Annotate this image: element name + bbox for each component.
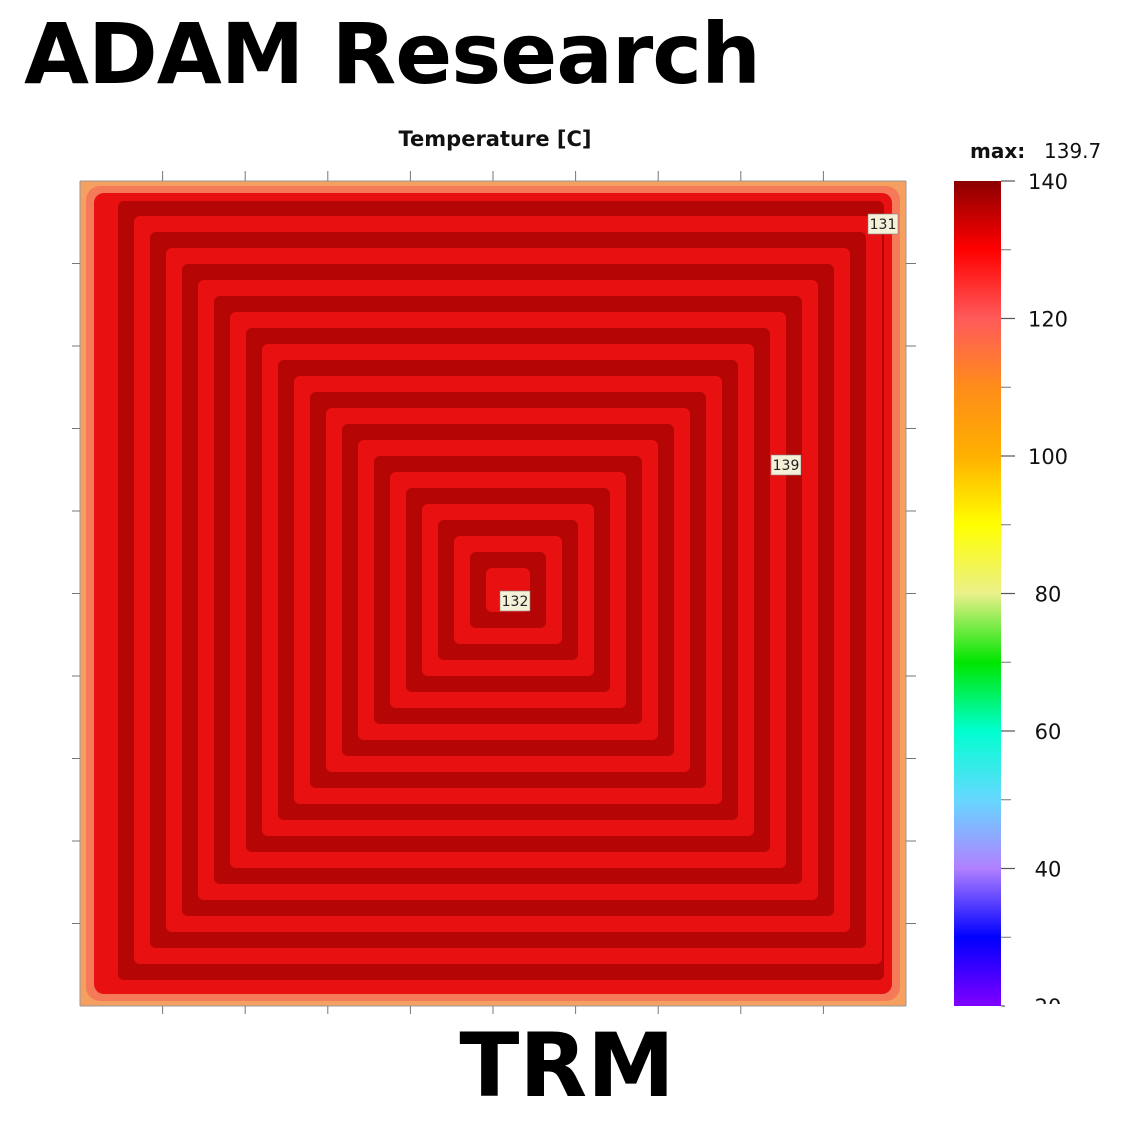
colorbar-label-clip (1005, 1004, 1105, 1034)
plot-axes (72, 171, 916, 1014)
footer-label: TRM (459, 1014, 675, 1117)
colorbar-tick-label: 100 (1028, 445, 1068, 469)
colorbar-gradient (954, 181, 1001, 1006)
probe-label: 131 (870, 217, 897, 233)
probe-label-box (867, 213, 899, 235)
colorbar-max-label: max: (970, 139, 1025, 163)
page-title: ADAM Research (24, 5, 761, 103)
probe-label-box (499, 590, 531, 612)
colorbar-tick-label: 120 (1028, 308, 1068, 332)
chart-title: Temperature [C] (399, 127, 592, 151)
probe-labels: 131 139 132 (499, 213, 899, 612)
colorbar-max-value: 139.7 (1044, 139, 1101, 163)
probe-label: 139 (773, 458, 800, 474)
probe-label-box (770, 454, 802, 476)
colorbar-tick-label: 40 (1035, 858, 1062, 882)
colorbar-tick-label: 60 (1035, 720, 1062, 744)
colorbar-tick-label: 140 (1028, 170, 1068, 194)
heatmap-plot-area (80, 181, 906, 1006)
probe-label: 132 (502, 594, 529, 610)
colorbar: 14012010080604020 (954, 170, 1105, 1034)
colorbar-tick-label: 80 (1035, 583, 1062, 607)
